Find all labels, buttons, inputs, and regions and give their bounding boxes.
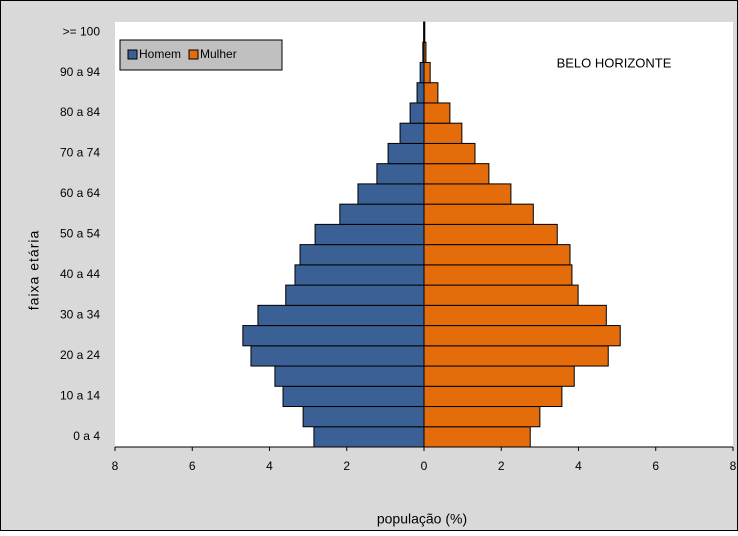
y-tick-label: 30 a 34 — [60, 308, 100, 322]
bar — [424, 62, 430, 82]
bar — [377, 164, 424, 184]
bar — [424, 305, 606, 325]
bar — [424, 103, 450, 123]
chart-title: BELO HORIZONTE — [557, 55, 672, 70]
x-tick-label: 0 — [421, 459, 428, 473]
bar — [424, 265, 572, 285]
bar — [424, 143, 475, 163]
x-tick-label: 6 — [189, 459, 196, 473]
bar — [410, 103, 424, 123]
bar — [251, 346, 424, 366]
bar — [400, 123, 424, 143]
bar — [388, 143, 424, 163]
bar — [283, 386, 424, 406]
bar — [424, 224, 557, 244]
legend-label: Homem — [139, 47, 181, 61]
legend-swatch — [189, 50, 198, 59]
bar — [314, 427, 424, 447]
bar — [424, 123, 462, 143]
bar — [300, 245, 424, 265]
legend-swatch — [128, 50, 137, 59]
bar — [424, 366, 574, 386]
bar — [424, 386, 562, 406]
x-tick-label: 2 — [343, 459, 350, 473]
bar — [286, 285, 424, 305]
bar — [303, 407, 424, 427]
bar — [424, 346, 608, 366]
x-tick-label: 8 — [112, 459, 119, 473]
y-tick-label: 50 a 54 — [60, 227, 100, 241]
legend-label: Mulher — [200, 47, 237, 61]
y-axis-label: faixa etária — [26, 230, 42, 310]
x-tick-label: 8 — [730, 459, 737, 473]
bar — [424, 285, 578, 305]
bar — [424, 407, 540, 427]
x-tick-label: 2 — [498, 459, 505, 473]
y-tick-label: 20 a 24 — [60, 348, 100, 362]
bar — [424, 427, 530, 447]
y-tick-label: 90 a 94 — [60, 65, 100, 79]
y-tick-label: >= 100 — [63, 24, 101, 38]
x-tick-label: 4 — [575, 459, 582, 473]
x-tick-label: 6 — [652, 459, 659, 473]
bar — [424, 83, 438, 103]
bar — [275, 366, 424, 386]
y-tick-label: 40 a 44 — [60, 267, 100, 281]
y-tick-label: 70 a 74 — [60, 146, 100, 160]
bar — [424, 164, 489, 184]
bar — [424, 184, 511, 204]
bar — [315, 224, 424, 244]
bar — [340, 204, 424, 224]
bar — [424, 326, 620, 346]
bar — [258, 305, 424, 325]
bar — [420, 62, 424, 82]
bar — [417, 83, 424, 103]
y-tick-label: 80 a 84 — [60, 105, 100, 119]
x-axis-label: população (%) — [377, 511, 467, 527]
y-tick-label: 10 a 14 — [60, 389, 100, 403]
x-tick-label: 4 — [266, 459, 273, 473]
y-tick-label: 0 a 4 — [73, 429, 100, 443]
bar — [424, 204, 533, 224]
bar — [424, 245, 570, 265]
bar — [358, 184, 424, 204]
y-tick-label: 60 a 64 — [60, 186, 100, 200]
bar — [243, 326, 424, 346]
bar — [295, 265, 424, 285]
